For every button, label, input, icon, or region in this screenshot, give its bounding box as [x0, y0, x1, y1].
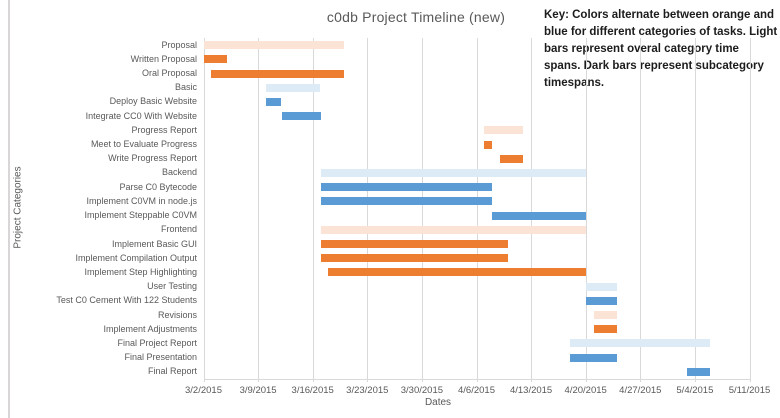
x-tick-label: 4/13/2015	[509, 385, 553, 396]
gridline	[640, 38, 642, 379]
category-label: Frontend	[160, 224, 197, 235]
axis-tick	[367, 379, 369, 382]
gantt-bar	[320, 183, 493, 192]
x-tick-label: 3/23/2015	[346, 385, 389, 396]
category-label: Oral Proposal	[141, 68, 197, 79]
gridline	[203, 38, 205, 379]
category-label: Implement Basic GUI	[111, 238, 197, 249]
gantt-bar	[211, 69, 344, 78]
category-label: Progress Report	[131, 124, 197, 135]
category-label: Implement Steppable C0VM	[84, 210, 197, 221]
gantt-bar	[484, 126, 524, 135]
gantt-bar	[328, 268, 586, 277]
category-label: Deploy Basic Website	[109, 96, 197, 107]
category-label: Backend	[161, 167, 197, 178]
gantt-bar	[484, 140, 493, 149]
gridline	[694, 38, 696, 379]
x-tick-label: 4/20/2015	[564, 385, 607, 396]
axis-tick	[585, 379, 587, 382]
axis-tick	[749, 379, 751, 382]
gantt-bar	[265, 83, 321, 92]
gantt-bar	[320, 254, 508, 263]
axis-tick	[476, 379, 478, 382]
gridline	[312, 38, 314, 379]
category-label: Meet to Evaluate Progress	[90, 139, 197, 150]
gridline	[749, 38, 751, 379]
category-label: Final Report	[147, 366, 197, 377]
category-label: User Testing	[147, 281, 197, 292]
x-tick-label: 4/27/2015	[619, 385, 662, 396]
category-label: Write Progress Report	[108, 153, 197, 164]
gantt-bar	[492, 211, 586, 220]
category-label: Test C0 Cement With 122 Students	[56, 295, 197, 306]
category-label: Integrate CC0 With Website	[85, 110, 197, 121]
gantt-bar	[687, 367, 711, 376]
category-label: Final Presentation	[124, 352, 197, 363]
gantt-bar	[320, 225, 586, 234]
category-label: Final Project Report	[117, 337, 197, 348]
gantt-bar	[570, 353, 617, 362]
gridline	[531, 38, 533, 379]
category-label: Proposal	[161, 39, 197, 50]
x-tick-label: 3/16/2015	[291, 385, 334, 396]
category-label: Written Proposal	[130, 53, 197, 64]
gantt-bar	[593, 325, 617, 334]
gantt-bar	[203, 55, 227, 64]
axis-tick	[694, 379, 696, 382]
gantt-bar	[570, 339, 711, 348]
gantt-bar	[320, 168, 586, 177]
x-tick-label: 5/11/2015	[728, 385, 771, 396]
x-axis-line	[203, 379, 750, 380]
axis-tick	[203, 379, 205, 382]
category-label: Implement Compilation Output	[75, 252, 197, 263]
axis-tick	[258, 379, 260, 382]
axis-tick	[640, 379, 642, 382]
x-tick-label: 3/30/2015	[400, 385, 444, 396]
category-label: Implement Step Highlighting	[84, 266, 197, 277]
window-edge-line	[8, 0, 10, 418]
category-label: Parse C0 Bytecode	[119, 181, 197, 192]
gantt-bar	[203, 41, 344, 50]
gantt-bar	[585, 282, 617, 291]
chart-title: c0db Project Timeline (new)	[326, 9, 506, 25]
category-label: Implement C0VM in node.js	[86, 195, 197, 206]
gridline	[367, 38, 369, 379]
gantt-bar	[320, 197, 493, 206]
category-label: Revisions	[157, 309, 197, 320]
x-tick-label: 5/4/2015	[676, 385, 714, 396]
gantt-bar	[593, 311, 617, 320]
x-tick-label: 3/2/2015	[185, 385, 222, 396]
gridline	[585, 38, 587, 379]
gantt-bar	[281, 112, 321, 121]
gantt-bar	[499, 154, 524, 163]
legend-key-note: Key: Colors alternate between orange and…	[544, 9, 778, 90]
gantt-bar	[265, 97, 282, 106]
category-label: Basic	[174, 82, 197, 93]
gridline	[476, 38, 478, 379]
x-tick-label: 4/6/2015	[458, 385, 495, 396]
gantt-bar	[320, 240, 508, 249]
category-label: Implement Adjustments	[103, 323, 197, 334]
x-tick-label: 3/9/2015	[239, 385, 277, 396]
gridline	[421, 38, 423, 379]
axis-tick	[421, 379, 423, 382]
x-axis-title: Dates	[424, 397, 452, 408]
gridline	[258, 38, 260, 379]
gantt-bar	[585, 296, 617, 305]
axis-tick	[531, 379, 533, 382]
axis-tick	[312, 379, 314, 382]
